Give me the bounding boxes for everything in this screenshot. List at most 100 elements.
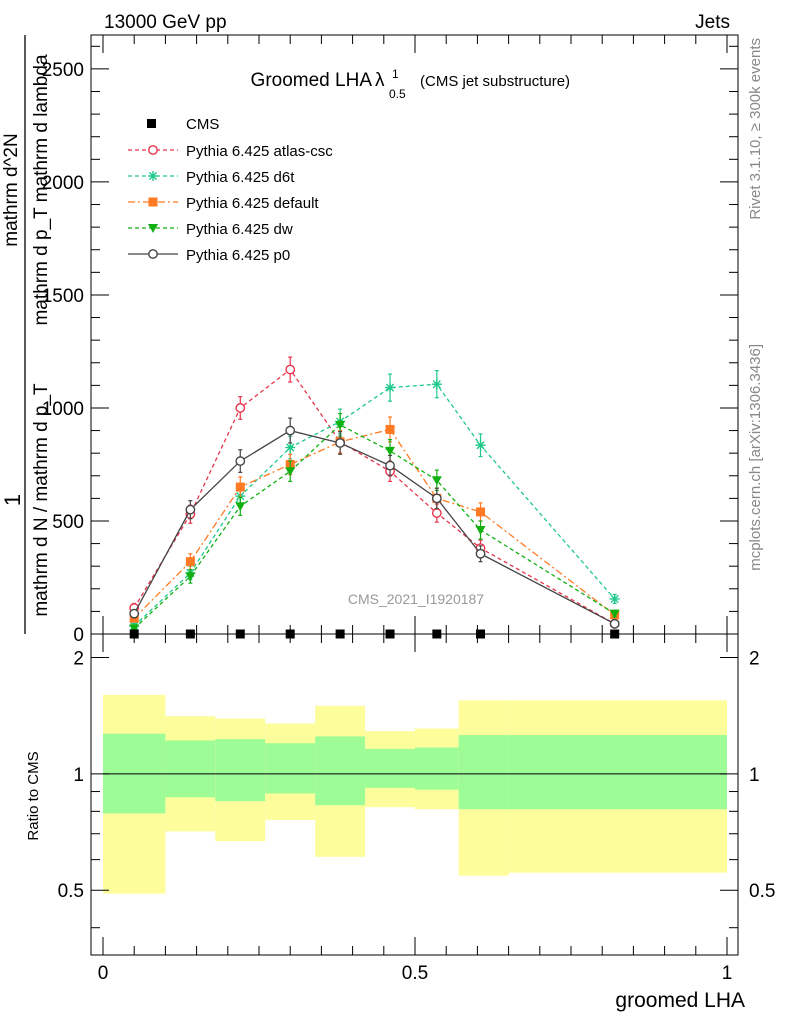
data-point <box>385 460 395 471</box>
data-point <box>235 456 246 466</box>
main-axis-labels: 0 500 1000 1500 2000 2500 <box>42 60 84 646</box>
title-symbol: λ <box>375 70 385 91</box>
x-tick-label: 0 <box>98 963 109 984</box>
data-point <box>129 624 140 634</box>
data-point <box>385 446 396 456</box>
header-right: Jets <box>695 12 730 33</box>
x-axis-tick-labels: 0 0.5 1 <box>98 963 733 984</box>
legend: CMS Pythia 6.425 atlas-csc Pythia 6.425 d… <box>128 116 333 264</box>
ratio-tick-label: 0.5 <box>58 881 84 902</box>
data-point <box>609 618 620 629</box>
legend-label: Pythia 6.425 default <box>186 195 319 212</box>
ratio-tick-label: 1 <box>749 765 760 786</box>
marker-stroke <box>432 380 441 389</box>
legend-label: Pythia 6.425 p0 <box>186 247 290 264</box>
data-point <box>475 440 486 451</box>
ratio-band-inner <box>365 748 415 788</box>
y-tick-label: 2000 <box>42 173 84 194</box>
marker-stroke <box>148 171 158 181</box>
y-tick-label: 1500 <box>42 286 84 307</box>
legend-label: Pythia 6.425 dw <box>186 221 293 238</box>
ratio-y-label: Ratio to CMS <box>25 751 42 840</box>
legend-entry: Pythia 6.425 default <box>128 195 319 212</box>
legend-entry: Pythia 6.425 p0 <box>128 247 290 264</box>
main-axis-ticks <box>91 35 738 955</box>
ratio-axis-labels: 0.5 0.5 1 1 2 2 <box>58 648 776 902</box>
data-point <box>475 548 486 559</box>
watermark: CMS_2021_I1920187 <box>348 591 484 607</box>
data-point <box>609 609 620 619</box>
ratio-tick-label: 1 <box>73 765 84 786</box>
data-point <box>285 425 296 436</box>
chart-subtitle: (CMS jet substructure) <box>420 73 570 90</box>
data-point <box>609 593 620 604</box>
ratio-tick-label: 2 <box>73 648 84 669</box>
data-point <box>431 493 442 504</box>
series-line <box>133 368 615 625</box>
data-point <box>185 557 195 567</box>
y-tick-label: 0 <box>73 625 84 646</box>
y-label-fraction: mathrm d N / mathrm d p_T <box>31 383 52 617</box>
marker-stroke <box>610 594 619 604</box>
marker-stroke <box>476 441 485 450</box>
legend-entry: Pythia 6.425 d6t <box>128 169 295 186</box>
ratio-band-inner <box>315 736 366 806</box>
legend-label: Pythia 6.425 atlas-csc <box>186 143 333 160</box>
series-line <box>133 383 616 627</box>
marker-stroke <box>385 383 395 392</box>
data-point <box>129 608 140 619</box>
series-line <box>133 428 616 619</box>
data-point <box>235 403 246 413</box>
ratio-axis-ticks <box>91 656 738 929</box>
ratio-tick-label: 0.5 <box>749 881 775 902</box>
data-point <box>285 442 296 453</box>
data-point <box>285 467 296 477</box>
data-point <box>431 379 442 390</box>
data-point <box>385 424 395 434</box>
data-point <box>185 504 196 515</box>
rivet-label: Rivet 3.1.10, ≥ 300k events <box>747 38 764 220</box>
legend-marker <box>148 224 158 233</box>
y-tick-label: 1000 <box>42 399 84 420</box>
data-point <box>385 382 396 393</box>
series-line <box>133 424 616 629</box>
legend-label-cms: CMS <box>186 116 219 133</box>
x-tick-label: 0.5 <box>402 963 428 984</box>
legend-marker-cms <box>147 119 156 128</box>
ratio-band-inner <box>415 747 459 790</box>
data-point <box>335 420 346 430</box>
y-label-denominator: mathrm d p_T mathrm d lambda <box>31 54 52 325</box>
marker-stroke <box>286 443 295 452</box>
data-point <box>185 572 196 582</box>
y-tick-label: 2500 <box>42 60 84 81</box>
title-subscript: 0.5 <box>389 87 406 101</box>
y-tick-label: 500 <box>52 512 84 533</box>
data-point <box>476 507 486 517</box>
ratio-band-inner <box>215 739 266 802</box>
x-tick-label: 1 <box>722 963 733 984</box>
legend-entry: Pythia 6.425 atlas-csc <box>128 143 333 160</box>
legend-entry: Pythia 6.425 dw <box>128 221 293 238</box>
legend-marker <box>148 171 158 181</box>
ratio-band-inner <box>165 740 216 798</box>
title-superscript: 1 <box>392 67 399 81</box>
mcplots-label: mcplots.cern.ch [arXiv:1306.3436] <box>747 344 764 571</box>
data-point <box>235 482 245 492</box>
ratio-band-inner <box>508 735 727 810</box>
y-axis-label: 1 mathrm d N / mathrm d p_T mathrm d^2N … <box>0 35 52 634</box>
data-point <box>431 508 442 518</box>
y-label-top: 1 <box>0 494 25 506</box>
y-label-numerator: mathrm d^2N <box>1 133 22 246</box>
legend-marker <box>148 145 158 155</box>
header-left: 13000 GeV pp <box>104 12 227 33</box>
data-point <box>475 526 486 536</box>
data-point <box>335 438 346 448</box>
data-point <box>431 476 442 486</box>
series-pythia-6-425-dw <box>129 413 620 634</box>
x-axis-label: groomed LHA <box>615 989 745 1012</box>
ratio-tick-label: 2 <box>749 648 760 669</box>
legend-marker <box>148 249 158 259</box>
series-pythia-6-425-p0 <box>129 417 620 629</box>
legend-marker <box>148 197 158 207</box>
